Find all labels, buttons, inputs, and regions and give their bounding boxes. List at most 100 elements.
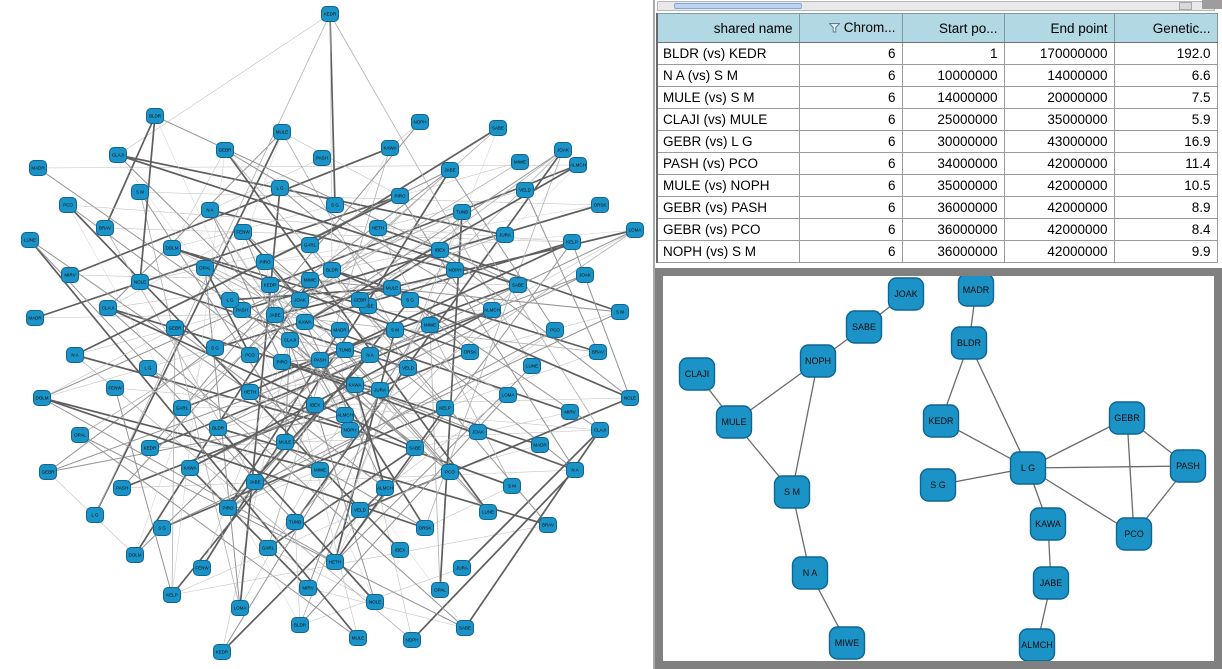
network-node[interactable]: KELP bbox=[563, 234, 581, 250]
network-node[interactable]: PCO bbox=[1115, 517, 1153, 551]
network-edge[interactable] bbox=[429, 324, 441, 591]
network-edge[interactable] bbox=[264, 261, 359, 639]
network-edge[interactable] bbox=[189, 429, 351, 469]
network-node[interactable]: GEBR bbox=[351, 292, 369, 308]
column-header-genetic[interactable]: Genetic... bbox=[1113, 13, 1218, 43]
network-node[interactable]: BRAV bbox=[539, 517, 557, 533]
network-edge[interactable] bbox=[171, 471, 451, 596]
network-edge[interactable] bbox=[399, 161, 521, 197]
network-node[interactable]: MIWE bbox=[421, 317, 439, 333]
network-edge[interactable] bbox=[359, 149, 564, 301]
network-node[interactable]: BLDR bbox=[950, 326, 988, 360]
network-node[interactable]: S M bbox=[386, 322, 404, 338]
network-node[interactable]: IBEX bbox=[431, 242, 449, 258]
network-edge[interactable] bbox=[289, 339, 346, 351]
network-edge[interactable] bbox=[204, 267, 251, 356]
network-node[interactable]: PIRO bbox=[391, 188, 409, 204]
network-node[interactable]: JURA bbox=[453, 560, 471, 576]
network-node[interactable]: KAWA bbox=[381, 140, 399, 156]
network-edge[interactable] bbox=[201, 169, 451, 569]
network-node[interactable]: GARL bbox=[259, 540, 277, 556]
network-edge[interactable] bbox=[1027, 465, 1189, 469]
network-node[interactable]: MULE bbox=[715, 405, 753, 439]
network-node[interactable]: LOMA bbox=[231, 600, 249, 616]
network-node[interactable]: SABE bbox=[845, 310, 883, 344]
network-node[interactable]: NOLE bbox=[366, 594, 384, 610]
network-node[interactable]: VELD bbox=[399, 360, 417, 376]
network-edge[interactable] bbox=[74, 309, 243, 356]
network-node[interactable]: NOPH bbox=[403, 632, 421, 648]
network-node[interactable]: JOAK bbox=[554, 142, 572, 158]
network-node[interactable]: FENW bbox=[193, 560, 211, 576]
network-node[interactable]: N A bbox=[66, 347, 84, 363]
network-node[interactable]: CLAJI bbox=[109, 147, 127, 163]
filter-icon[interactable] bbox=[828, 21, 841, 36]
network-node[interactable]: FENW bbox=[234, 224, 252, 240]
network-node[interactable]: MULE bbox=[273, 124, 291, 140]
network-edge[interactable] bbox=[281, 131, 401, 197]
network-edge[interactable] bbox=[189, 309, 493, 469]
network-node[interactable]: MADR bbox=[957, 276, 995, 307]
network-node[interactable]: DOLM bbox=[163, 240, 181, 256]
network-edge[interactable] bbox=[34, 195, 401, 319]
table-row[interactable]: MULE (vs) S M 6 14000000 20000000 7.5 bbox=[656, 86, 1218, 109]
network-node[interactable]: PASH bbox=[113, 480, 131, 496]
network-node[interactable]: MADR bbox=[531, 437, 549, 453]
network-edge[interactable] bbox=[67, 204, 573, 243]
table-cell[interactable]: CLAJI (vs) MULE bbox=[656, 108, 800, 131]
network-edge[interactable] bbox=[139, 191, 601, 206]
table-row[interactable]: BLDR (vs) KEDR 6 1 170000000 192.0 bbox=[656, 42, 1218, 65]
network-node[interactable]: PASH bbox=[311, 352, 329, 368]
network-node[interactable]: KELP bbox=[163, 587, 181, 603]
network-edge[interactable] bbox=[281, 361, 541, 446]
network-node[interactable]: NOPH bbox=[411, 114, 429, 130]
network-node[interactable]: KEDR bbox=[141, 440, 159, 456]
network-node[interactable]: CLAJI bbox=[591, 422, 609, 438]
network-node[interactable]: ORSK bbox=[591, 197, 609, 213]
network-edge[interactable] bbox=[384, 394, 509, 489]
pane-divider[interactable] bbox=[653, 0, 655, 669]
table-row[interactable]: GEBR (vs) PASH 6 36000000 42000000 8.9 bbox=[656, 196, 1218, 219]
table-cell[interactable]: 6 bbox=[798, 130, 903, 153]
scrollbar-thumb[interactable] bbox=[674, 3, 802, 9]
table-cell[interactable]: GEBR (vs) L G bbox=[656, 130, 800, 153]
network-edge[interactable] bbox=[227, 329, 556, 509]
network-node[interactable]: S G bbox=[919, 468, 957, 502]
network-node[interactable]: L G bbox=[86, 507, 104, 523]
network-node[interactable]: BLDR bbox=[323, 262, 341, 278]
network-node[interactable]: GEBR bbox=[39, 464, 57, 480]
network-edge[interactable] bbox=[491, 229, 636, 311]
network-edge[interactable] bbox=[209, 157, 323, 211]
network-edge[interactable] bbox=[41, 347, 216, 399]
network-edge[interactable] bbox=[354, 384, 386, 489]
network-node[interactable]: S G bbox=[206, 340, 224, 356]
network-edge[interactable] bbox=[309, 279, 621, 313]
network-node[interactable]: ALMCH bbox=[483, 302, 501, 318]
column-header-chromosome[interactable]: Chrom... bbox=[798, 13, 903, 43]
network-edge[interactable] bbox=[307, 389, 381, 589]
table-cell[interactable]: 10000000 bbox=[901, 64, 1005, 87]
table-cell[interactable]: GEBR (vs) PCO bbox=[656, 218, 800, 241]
network-node[interactable]: GARL bbox=[301, 237, 319, 253]
network-node[interactable]: IBEX bbox=[306, 397, 324, 413]
network-node[interactable]: KAWA bbox=[346, 377, 364, 393]
network-edge[interactable] bbox=[449, 169, 556, 331]
network-edge[interactable] bbox=[224, 149, 489, 513]
overview-network-canvas[interactable]: KEDR BLDR MULE NOPH SABE JOAK MADR CLAJI GEBR PAS… bbox=[0, 0, 653, 669]
table-cell[interactable]: 8.9 bbox=[1113, 196, 1218, 219]
horizontal-scrollbar[interactable] bbox=[657, 1, 1215, 11]
table-cell[interactable]: 6 bbox=[798, 64, 903, 87]
table-cell[interactable]: 14000000 bbox=[901, 86, 1005, 109]
network-edge[interactable] bbox=[289, 211, 463, 341]
column-header-end-point[interactable]: End point bbox=[1003, 13, 1115, 43]
network-edge[interactable] bbox=[41, 327, 176, 399]
network-edge[interactable] bbox=[439, 249, 631, 399]
table-cell[interactable]: 30000000 bbox=[901, 130, 1005, 153]
network-node[interactable]: KEDR bbox=[261, 277, 279, 293]
network-edge[interactable] bbox=[331, 269, 631, 399]
table-cell[interactable]: 6 bbox=[798, 218, 903, 241]
network-node[interactable]: PCO bbox=[241, 347, 259, 363]
network-node[interactable]: IBEX bbox=[391, 542, 409, 558]
table-row[interactable]: NOPH (vs) S M 6 36000000 42000000 9.9 bbox=[656, 240, 1218, 263]
network-node[interactable]: NOLE bbox=[131, 274, 149, 290]
